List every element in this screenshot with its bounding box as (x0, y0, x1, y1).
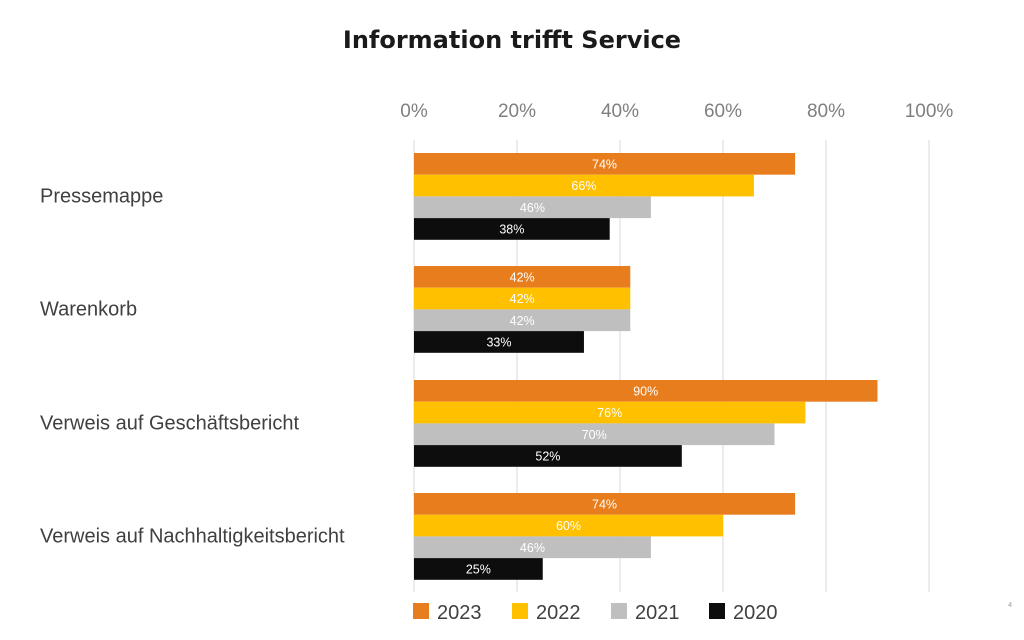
category-label: Pressemappe (40, 185, 163, 207)
data-label: 46% (520, 201, 545, 215)
data-label: 42% (510, 292, 535, 306)
data-label: 25% (466, 562, 491, 576)
bar (414, 380, 878, 402)
bar (414, 536, 651, 559)
data-label: 70% (582, 428, 607, 442)
bar (414, 445, 682, 467)
legend-label: 2021 (635, 602, 680, 624)
x-tick-label: 40% (601, 101, 639, 122)
data-label: 66% (571, 179, 596, 193)
bar (414, 287, 631, 310)
legend-label: 2020 (733, 602, 778, 624)
category-label: Verweis auf Nachhaltigkeitsbericht (40, 525, 345, 547)
bar (414, 558, 543, 580)
category-label: Verweis auf Geschäftsbericht (40, 412, 299, 434)
data-label: 76% (597, 406, 622, 420)
category-label: Warenkorb (40, 298, 137, 320)
data-label: 42% (510, 314, 535, 328)
legend-swatch (709, 603, 725, 619)
page-number: 4 (1008, 602, 1012, 609)
bar (414, 331, 584, 353)
bar (414, 514, 723, 537)
x-tick-label: 20% (498, 101, 536, 122)
bar (414, 266, 631, 288)
x-tick-label: 100% (905, 101, 954, 122)
bar (414, 401, 806, 424)
bar (414, 423, 775, 446)
x-tick-label: 0% (400, 101, 428, 122)
x-tick-label: 60% (704, 101, 742, 122)
legend-swatch (512, 603, 528, 619)
data-label: 60% (556, 519, 581, 533)
bar (414, 218, 610, 240)
chart-title: Information trifft Service (342, 26, 682, 54)
x-tick-label: 80% (807, 101, 845, 122)
bar (414, 153, 796, 175)
legend-swatch (611, 603, 627, 619)
legend-label: 2022 (536, 602, 581, 624)
data-label: 90% (633, 384, 658, 398)
bar (414, 309, 631, 332)
data-label: 46% (520, 541, 545, 555)
data-label: 38% (499, 222, 524, 236)
bar (414, 174, 754, 197)
data-label: 42% (510, 270, 535, 284)
data-label: 33% (486, 335, 511, 349)
data-label: 74% (592, 157, 617, 171)
data-label: 52% (535, 449, 560, 463)
legend-swatch (413, 603, 429, 619)
bar (414, 196, 651, 219)
legend-label: 2023 (437, 602, 482, 624)
bar (414, 493, 796, 515)
data-label: 74% (592, 497, 617, 511)
